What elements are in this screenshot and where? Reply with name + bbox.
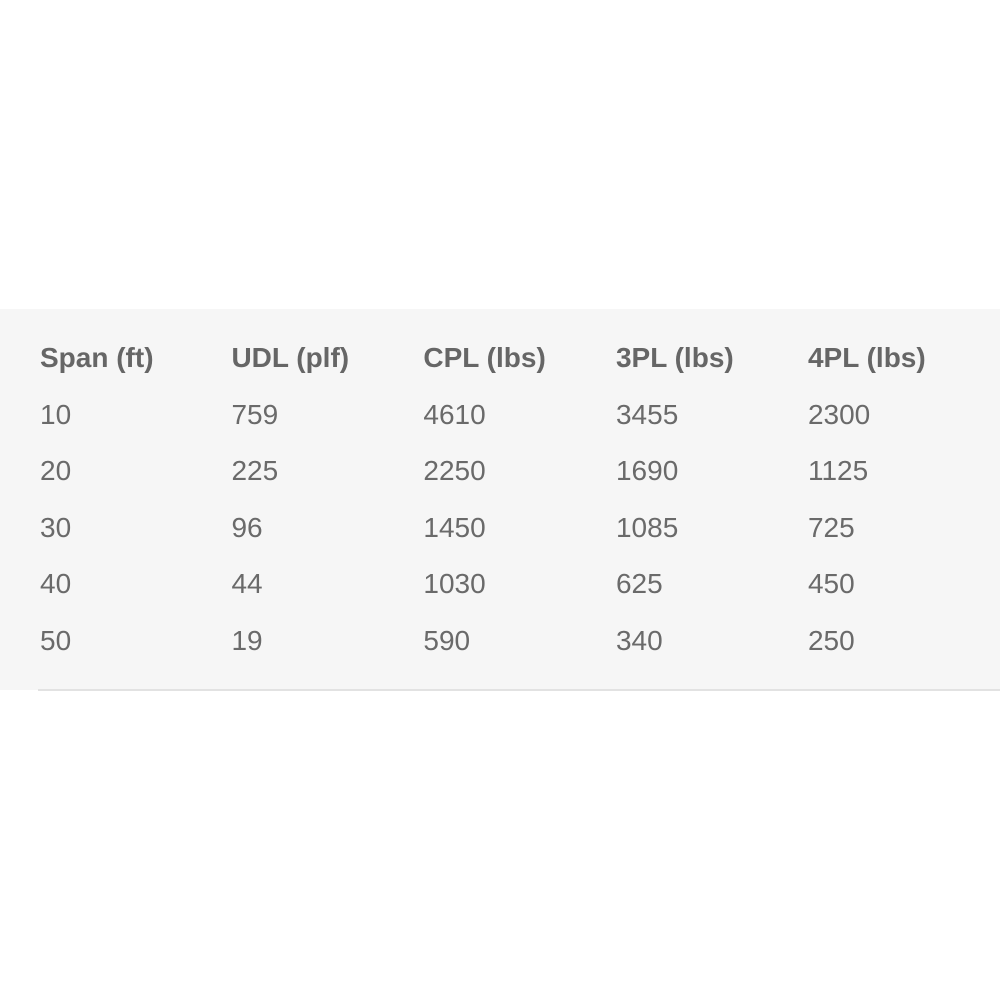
cell-4pl: 1125 — [807, 455, 869, 487]
cell-span: 30 — [40, 511, 72, 543]
table-row: 20 225 2250 1690 1125 — [40, 443, 1000, 500]
table-panel — [0, 309, 1000, 690]
header-span: Span (ft) — [40, 342, 154, 374]
cell-span: 40 — [40, 568, 72, 600]
header-cpl: CPL (lbs) — [423, 342, 546, 374]
header-row: Span (ft) UDL (plf) CPL (lbs) 3PL (lbs) … — [40, 330, 1000, 387]
header-4pl: 4PL (lbs) — [807, 342, 926, 374]
load-table: Span (ft) UDL (plf) CPL (lbs) 3PL (lbs) … — [40, 330, 1000, 669]
cell-span: 10 — [40, 398, 72, 430]
cell-3pl: 340 — [615, 624, 663, 656]
cell-3pl: 1085 — [615, 511, 679, 543]
cell-span: 50 — [40, 624, 72, 656]
cell-cpl: 2250 — [423, 455, 486, 487]
header-udl: UDL (plf) — [231, 342, 350, 374]
table-row: 40 44 1030 625 450 — [40, 556, 1000, 613]
cell-4pl: 725 — [807, 511, 855, 543]
table-row: 50 19 590 340 250 — [40, 613, 1000, 670]
cell-cpl: 4610 — [423, 398, 486, 430]
cell-span: 20 — [40, 455, 72, 487]
table-row: 10 759 4610 3455 2300 — [40, 387, 1000, 444]
cell-3pl: 625 — [615, 568, 663, 600]
header-3pl: 3PL (lbs) — [615, 342, 734, 374]
cell-cpl: 1030 — [423, 568, 486, 600]
cell-cpl: 1450 — [423, 511, 486, 543]
cell-udl: 759 — [231, 398, 279, 430]
cell-4pl: 250 — [807, 624, 855, 656]
cell-3pl: 3455 — [615, 398, 679, 430]
cell-udl: 19 — [231, 624, 263, 656]
cell-4pl: 2300 — [807, 398, 871, 430]
table-row: 30 96 1450 1085 725 — [40, 500, 1000, 557]
cell-udl: 96 — [231, 511, 263, 543]
cell-4pl: 450 — [807, 568, 855, 600]
table-bottom-divider — [38, 689, 1000, 691]
cell-udl: 225 — [231, 455, 279, 487]
cell-udl: 44 — [231, 568, 263, 600]
cell-cpl: 590 — [423, 624, 471, 656]
cell-3pl: 1690 — [615, 455, 679, 487]
